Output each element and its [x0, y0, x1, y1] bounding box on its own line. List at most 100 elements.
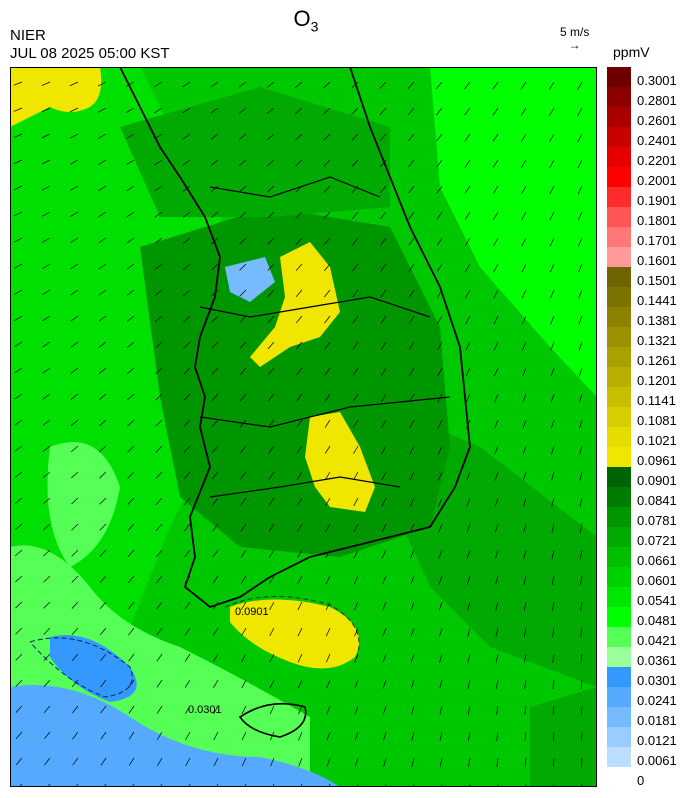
wind-arrow [212, 523, 219, 532]
wind-arrow [269, 601, 275, 610]
wind-arrow [154, 185, 163, 192]
wind-arrow [156, 705, 163, 714]
wind-arrow [323, 81, 331, 89]
wind-arrow [464, 185, 471, 194]
wind-arrow [156, 679, 163, 688]
wind-arrow [326, 653, 331, 663]
wind-arrow [14, 549, 23, 557]
wind-arrow [42, 263, 51, 269]
wind-arrow [100, 757, 107, 766]
wind-arrow [154, 133, 163, 140]
wind-arrow [183, 419, 191, 427]
wind-arrow [14, 393, 23, 400]
wind-arrow [437, 289, 443, 298]
wind-arrow [98, 185, 107, 192]
wind-arrow [212, 471, 219, 480]
wind-arrow [553, 757, 555, 768]
wind-arrow [156, 653, 163, 662]
wind-arrow [216, 783, 219, 787]
wind-arrow [43, 549, 51, 557]
wind-arrow [577, 133, 583, 143]
wind-arrow [70, 315, 79, 322]
wind-arrow [157, 757, 163, 766]
wind-arrow [298, 705, 303, 715]
wind-arrow [438, 471, 443, 481]
wind-arrow [522, 341, 527, 351]
colorbar-tick-label: 0.1501 [637, 273, 677, 288]
wind-arrow [464, 107, 471, 116]
wind-arrow [154, 159, 163, 166]
wind-arrow [409, 445, 415, 455]
colorbar-tick-label: 0.1901 [637, 193, 677, 208]
colorbar-swatch [607, 467, 631, 488]
wind-arrow [70, 367, 79, 374]
wind-arrow [298, 757, 303, 767]
wind-arrow [126, 367, 135, 375]
wind-arrow [294, 81, 303, 89]
wind-arrow [382, 575, 387, 585]
timestamp-label: JUL 08 2025 05:00 KST [10, 45, 170, 62]
title-main: O [293, 6, 311, 31]
wind-arrow [466, 445, 471, 455]
wind-arrow [522, 445, 527, 455]
wind-arrow [296, 341, 303, 350]
colorbar-tick-label: 0.2201 [637, 153, 677, 168]
wind-arrow [380, 237, 387, 246]
colorbar-swatch [607, 487, 631, 508]
wind-arrow [579, 523, 583, 533]
wind-arrow [241, 627, 247, 636]
wind-arrow [324, 445, 331, 454]
wind-arrow [238, 185, 247, 193]
wind-arrow [549, 237, 555, 247]
wind-arrow [495, 653, 499, 663]
colorbar-tick-label: 0.0781 [637, 513, 677, 528]
wind-arrow [353, 497, 359, 507]
colorbar-tick-label: 0.0121 [637, 733, 677, 748]
wind-arrow [493, 237, 499, 246]
wind-arrow [154, 107, 163, 114]
colorbar-swatch [607, 447, 631, 468]
wind-arrow [71, 575, 79, 583]
wind-arrow [98, 237, 107, 244]
wind-arrow [379, 159, 387, 168]
wind-vector-field [13, 81, 583, 787]
wind-arrow [323, 211, 331, 219]
wind-arrow [240, 549, 247, 558]
wind-arrow [183, 367, 191, 375]
wind-arrow [126, 263, 135, 270]
wind-arrow [351, 81, 359, 89]
wind-arrow [382, 705, 387, 715]
colorbar-tick-label: 0.0421 [637, 633, 677, 648]
wind-arrow [72, 705, 79, 714]
wind-arrow [466, 575, 471, 585]
wind-arrow [551, 497, 555, 507]
wind-arrow [240, 445, 247, 454]
wind-arrow [439, 653, 443, 663]
wind-arrow [380, 367, 387, 376]
wind-arrow [183, 497, 191, 506]
colorbar-swatch [607, 587, 631, 608]
wind-arrow [296, 471, 303, 480]
wind-arrow [464, 159, 471, 168]
wind-arrow [98, 393, 107, 401]
wind-arrow [44, 757, 51, 766]
wind-arrow [352, 289, 359, 298]
wind-arrow [269, 679, 275, 689]
wind-arrow [580, 627, 583, 637]
colorbar-swatch [607, 307, 631, 328]
wind-arrow [464, 237, 471, 246]
wind-arrow [211, 419, 219, 428]
wind-arrow [464, 133, 471, 142]
wind-arrow [577, 211, 583, 221]
wind-arrow [578, 393, 583, 403]
wind-arrow [353, 445, 359, 454]
wind-arrow [43, 731, 51, 740]
wind-arrow [213, 679, 219, 688]
wind-arrow [380, 289, 387, 298]
wind-arrow [351, 185, 359, 193]
wind-arrow [99, 445, 107, 453]
wind-arrow [213, 653, 219, 662]
wind-arrow [13, 263, 23, 269]
wind-arrow [126, 159, 135, 166]
colorbar-tick-label: 0.1701 [637, 233, 677, 248]
